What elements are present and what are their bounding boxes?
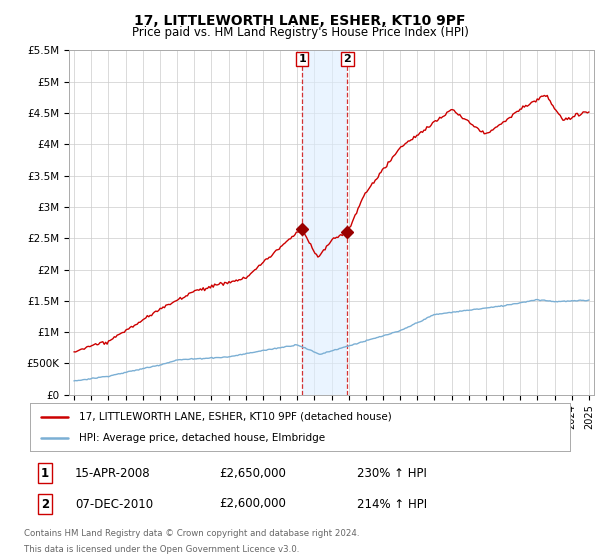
Text: 230% ↑ HPI: 230% ↑ HPI (357, 466, 427, 480)
Text: 1: 1 (41, 466, 49, 480)
Text: 2: 2 (41, 497, 49, 511)
Bar (302, 50, 347, 395)
Text: 2: 2 (343, 54, 351, 64)
Text: 17, LITTLEWORTH LANE, ESHER, KT10 9PF: 17, LITTLEWORTH LANE, ESHER, KT10 9PF (134, 14, 466, 28)
Text: £2,650,000: £2,650,000 (219, 466, 286, 480)
Text: This data is licensed under the Open Government Licence v3.0.: This data is licensed under the Open Gov… (24, 545, 299, 554)
Text: £2,600,000: £2,600,000 (219, 497, 286, 511)
Text: 07-DEC-2010: 07-DEC-2010 (75, 497, 153, 511)
Text: HPI: Average price, detached house, Elmbridge: HPI: Average price, detached house, Elmb… (79, 433, 325, 443)
Text: 214% ↑ HPI: 214% ↑ HPI (357, 497, 427, 511)
Text: Contains HM Land Registry data © Crown copyright and database right 2024.: Contains HM Land Registry data © Crown c… (24, 529, 359, 538)
Text: Price paid vs. HM Land Registry's House Price Index (HPI): Price paid vs. HM Land Registry's House … (131, 26, 469, 39)
Text: 15-APR-2008: 15-APR-2008 (75, 466, 151, 480)
Text: 17, LITTLEWORTH LANE, ESHER, KT10 9PF (detached house): 17, LITTLEWORTH LANE, ESHER, KT10 9PF (d… (79, 412, 391, 422)
Text: 1: 1 (298, 54, 306, 64)
